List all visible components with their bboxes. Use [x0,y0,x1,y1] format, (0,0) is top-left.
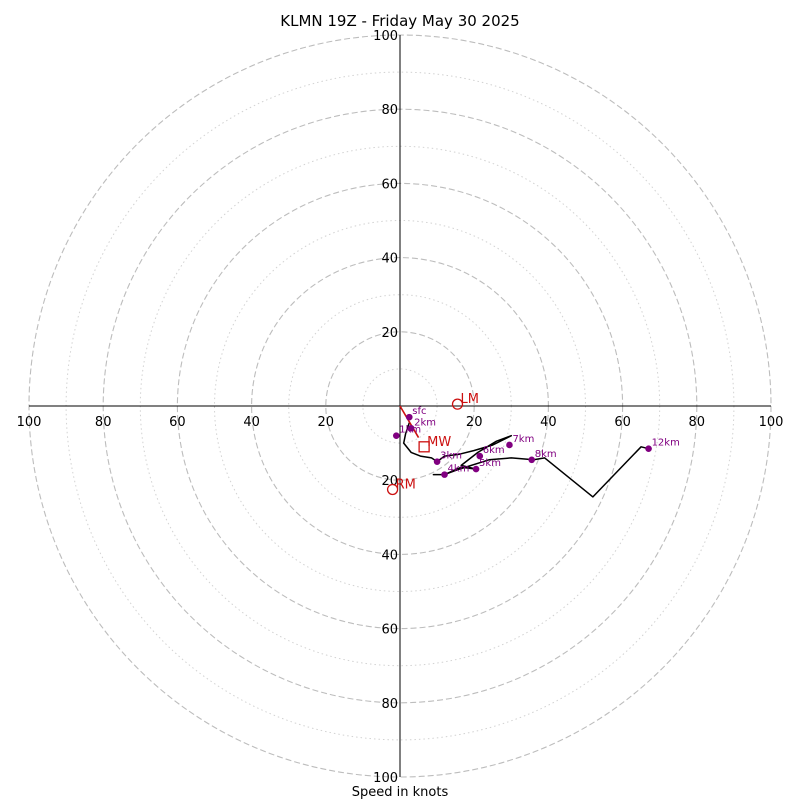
height-point-5km [472,465,480,473]
tick-label-right: 40 [540,415,557,430]
tick-label-bottom: 20 [381,474,398,489]
tick-label-left: 60 [169,415,186,430]
storm-motion-marker-mw [418,441,430,453]
height-point-6km [476,452,484,460]
storm-motion-marker-rm [386,483,399,496]
height-label-8km: 8km [535,449,557,460]
height-point-12km [645,445,652,452]
height-label-1km: 1km [399,425,421,436]
x-axis-label: Speed in knots [352,785,449,800]
storm-motion-label-mw: MW [427,435,451,450]
tick-label-right: 60 [614,415,631,430]
height-label-3km: 3km [440,451,462,462]
height-label-sfc: sfc [412,406,426,417]
tick-labels: 20 20 20 20 40 40 40 40 60 60 60 60 80 80 80 80 100 100 10… [17,29,784,786]
tick-label-left: 20 [318,415,335,430]
height-point-8km [528,456,536,464]
storm-motion-layer: LM MW RM [386,392,479,496]
height-point-1km [392,432,400,439]
height-point-4km [441,471,448,478]
chart-title: KLMN 19Z - Friday May 30 2025 [280,12,519,30]
storm-motion-vector [399,405,420,438]
tick-label-bottom: 60 [381,623,398,638]
height-point-7km [506,441,513,449]
tick-label-right: 20 [466,415,483,430]
tick-label-left: 100 [17,415,42,430]
height-label-2km: 2km [414,417,436,428]
height-label-4km: 4km [448,464,470,475]
height-label-7km: 7km [512,434,534,445]
tick-label-right: 100 [759,415,784,430]
height-point-sfc [405,413,413,421]
hodograph-line [402,422,649,498]
tick-label-left: 80 [95,415,112,430]
tick-label-left: 40 [243,415,260,430]
hodograph-trace [402,422,649,498]
height-label-12km: 12km [652,438,680,449]
tick-label-bottom: 100 [373,771,398,786]
tick-label-bottom: 80 [381,697,398,712]
tick-label-top: 100 [373,29,398,44]
tick-label-top: 80 [381,103,398,118]
tick-label-top: 40 [381,252,398,267]
storm-motion-label-rm: RM [396,477,416,492]
tick-label-bottom: 40 [381,548,398,563]
tick-label-top: 20 [381,326,398,341]
height-label-6km: 6km [483,445,505,456]
storm-motion-marker-lm [451,398,464,410]
tick-label-top: 60 [381,177,398,192]
height-label-5km: 5km [479,458,501,469]
storm-motion-label-lm: LM [461,392,479,407]
height-point-3km [433,458,441,465]
height-point-2km [407,424,415,432]
tick-label-right: 80 [689,415,706,430]
